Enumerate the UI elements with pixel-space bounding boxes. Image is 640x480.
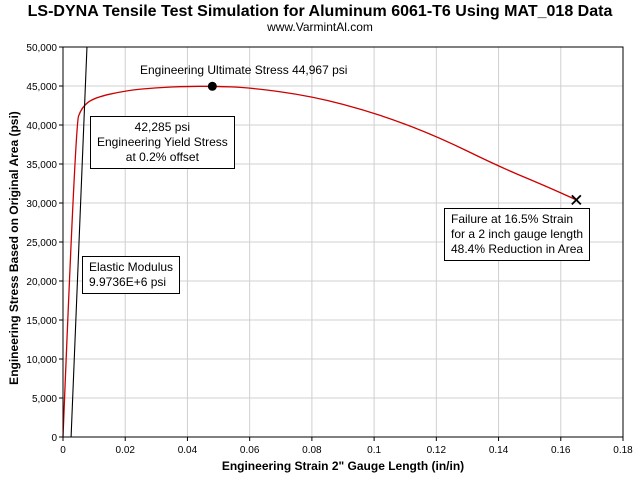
failure-line-2: for a 2 inch gauge length	[451, 227, 584, 241]
modulus-value: 9.9736E+6 psi	[89, 275, 167, 289]
x-tick-label: 0.18	[613, 445, 633, 456]
series-stress-strain-line	[62, 85, 577, 438]
x-tick-label: 0.08	[302, 445, 322, 456]
ultimate-stress-marker	[207, 81, 217, 91]
plot-frame	[62, 46, 624, 438]
failure-line-3: 48.4% Reduction in Area	[451, 242, 584, 256]
annotation-ultimate-stress: Engineering Ultimate Stress 44,967 psi	[140, 63, 348, 77]
failure-line-1: Failure at 16.5% Strain	[451, 212, 574, 226]
y-tick-label: 5,000	[32, 394, 57, 405]
failure-marker	[571, 194, 582, 206]
y-tick-label: 0	[51, 433, 57, 444]
annotation-modulus-box: Elastic Modulus 9.9736E+6 psi	[82, 256, 181, 294]
y-axis-label: Engineering Stress Based on Original Are…	[7, 111, 21, 385]
yield-value: 42,285 psi	[134, 120, 191, 134]
y-tick-label: 50,000	[26, 43, 57, 54]
series-elastic-modulus-line	[70, 46, 88, 438]
y-tick-label: 30,000	[26, 199, 57, 210]
x-tick-label: 0.06	[240, 445, 260, 456]
x-tick-label: 0	[60, 445, 66, 456]
chart-title: LS-DYNA Tensile Test Simulation for Alum…	[27, 3, 613, 20]
x-tick-label: 0.04	[178, 445, 198, 456]
annotation-yield-box: 42,285 psi Engineering Yield Stress at 0…	[90, 116, 235, 169]
x-tick-label: 0.14	[489, 445, 509, 456]
yield-label: Engineering Yield Stress	[97, 135, 228, 149]
y-tick-label: 15,000	[26, 316, 57, 327]
y-tick-label: 35,000	[26, 160, 57, 171]
x-tick-label: 0.12	[427, 445, 447, 456]
y-tick-label: 45,000	[26, 82, 57, 93]
x-tick-label: 0.1	[367, 445, 381, 456]
y-tick-label: 40,000	[26, 121, 57, 132]
y-tick-label: 25,000	[26, 238, 57, 249]
y-tick-label: 20,000	[26, 277, 57, 288]
x-tick-label: 0.02	[115, 445, 135, 456]
x-tick-label: 0.16	[551, 445, 571, 456]
yield-offset: at 0.2% offset	[125, 150, 199, 164]
modulus-label: Elastic Modulus	[89, 260, 174, 274]
annotation-failure-box: Failure at 16.5% Strain for a 2 inch gau…	[444, 208, 591, 261]
x-axis-label: Engineering Strain 2" Gauge Length (in/i…	[221, 459, 465, 473]
chart-subtitle: www.VarmintAl.com	[267, 20, 373, 34]
y-tick-label: 10,000	[26, 355, 57, 366]
